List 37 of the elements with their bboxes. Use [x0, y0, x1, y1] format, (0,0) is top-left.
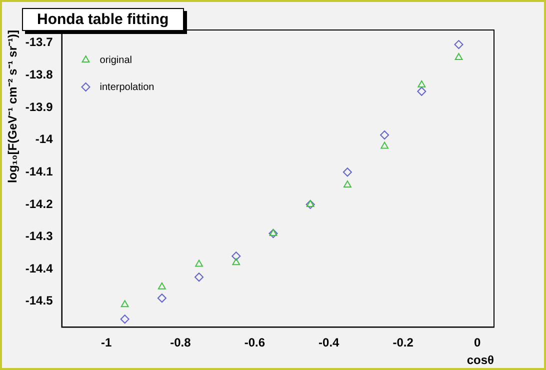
chart-title: Honda table fitting [22, 8, 184, 31]
x-tick-label: 0 [474, 336, 481, 350]
y-tick-label: -13.8 [25, 68, 54, 82]
y-tick-label: -14.2 [25, 196, 54, 211]
x-axis-title: cosθ [466, 353, 494, 368]
point [417, 86, 426, 96]
y-tick-label: -13.7 [25, 35, 54, 50]
legend-label: original [100, 54, 132, 66]
point [120, 314, 130, 324]
y-tick-label: -14 [35, 132, 54, 146]
y-tick-label: -14.4 [25, 261, 54, 276]
y-tick-label: -13.9 [25, 100, 54, 114]
point [343, 180, 352, 188]
point [306, 200, 314, 207]
x-tick-label: -0.6 [244, 336, 266, 350]
point [194, 272, 204, 282]
point [232, 252, 241, 261]
point [454, 52, 463, 60]
legend-label: interpolation [100, 82, 154, 93]
point [342, 168, 352, 177]
point [120, 300, 129, 308]
x-tick-label: -1 [100, 336, 112, 350]
x-tick-label: -0.2 [392, 336, 414, 350]
point [232, 258, 240, 266]
y-tick-label: -14.1 [25, 164, 54, 178]
y-axis-title: log₁₀[F(GeV⁻¹ cm⁻² s⁻¹ sr⁻¹)] [6, 30, 20, 184]
point [158, 282, 166, 290]
point [380, 142, 389, 149]
point [380, 130, 390, 140]
point [454, 40, 464, 50]
y-tick-label: -14.3 [25, 229, 54, 244]
x-tick-label: -0.4 [318, 336, 340, 350]
point [195, 260, 203, 267]
point [418, 80, 426, 88]
x-tick-label: -0.8 [170, 336, 192, 350]
y-tick-label: -14.5 [25, 294, 54, 308]
point [157, 294, 166, 303]
